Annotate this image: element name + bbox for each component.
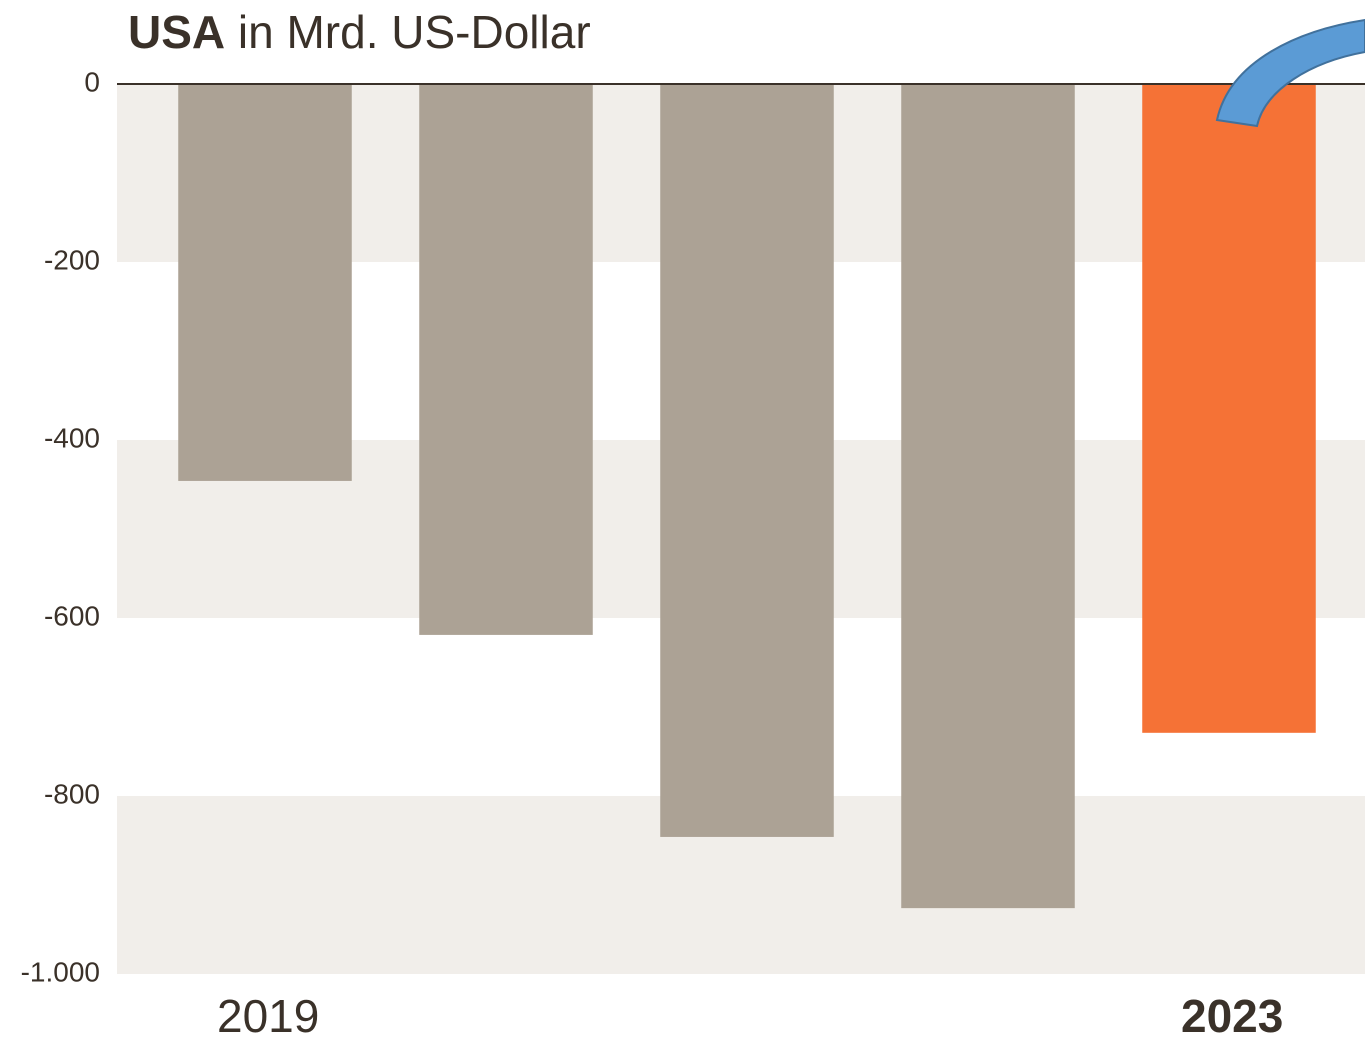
title-rest: in Mrd. US-Dollar bbox=[238, 6, 591, 58]
bar bbox=[660, 84, 834, 837]
x-tick-label: 2019 bbox=[217, 990, 319, 1042]
y-tick-label: -400 bbox=[44, 422, 100, 453]
bar bbox=[419, 84, 593, 635]
y-tick-label: 0 bbox=[84, 66, 100, 97]
bar bbox=[1142, 84, 1316, 733]
y-tick-label: -800 bbox=[44, 778, 100, 809]
chart-title: USA in Mrd. US-Dollar bbox=[128, 6, 591, 58]
y-tick-label: -1.000 bbox=[21, 956, 100, 987]
title-bold: USA bbox=[128, 6, 225, 58]
y-tick-label: -200 bbox=[44, 244, 100, 275]
x-tick-label: 2023 bbox=[1181, 990, 1283, 1042]
bar bbox=[178, 84, 352, 481]
arrow-annotation bbox=[1215, 18, 1365, 128]
y-tick-label: -600 bbox=[44, 600, 100, 631]
bar bbox=[901, 84, 1075, 909]
